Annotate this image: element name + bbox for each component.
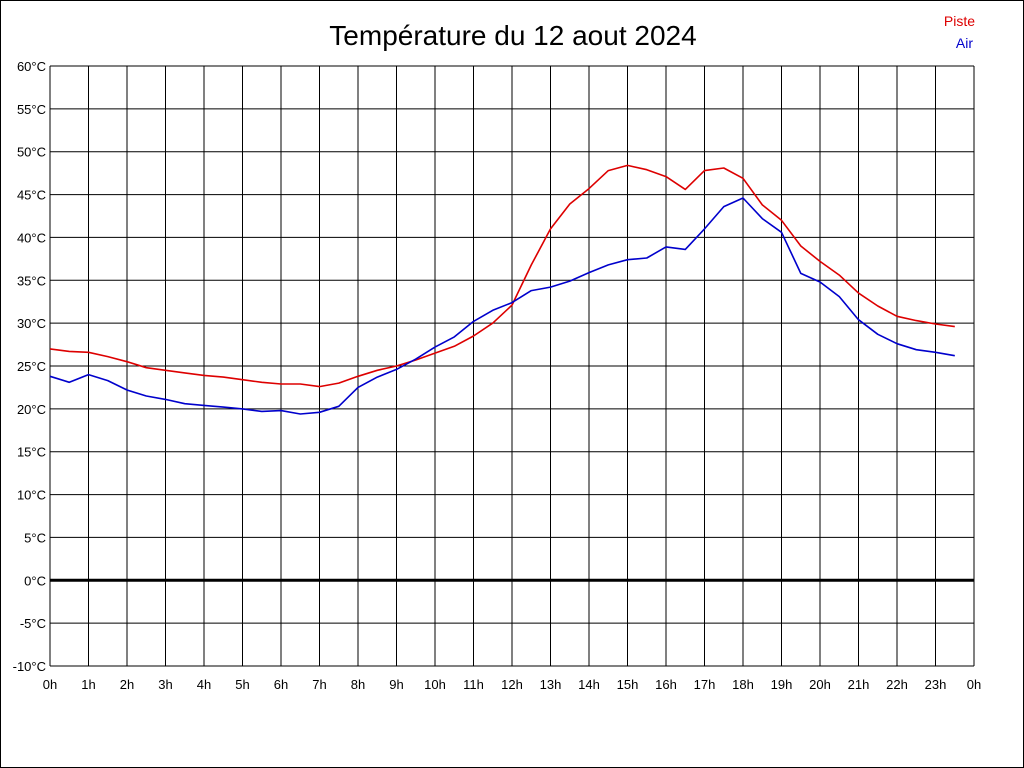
x-tick-label: 23h: [925, 677, 947, 692]
x-tick-label: 8h: [351, 677, 365, 692]
x-tick-label: 0h: [43, 677, 57, 692]
y-tick-label: -10°C: [13, 659, 46, 674]
y-tick-label: 30°C: [17, 316, 46, 331]
y-tick-label: 25°C: [17, 359, 46, 374]
x-tick-label: 16h: [655, 677, 677, 692]
x-tick-label: 14h: [578, 677, 600, 692]
y-axis-ticks: 60°C 55°C 50°C 45°C 40°C 35°C 30°C 25°C 20°C 15°C…: [13, 59, 46, 674]
x-tick-label: 12h: [501, 677, 523, 692]
y-tick-label: 15°C: [17, 445, 46, 460]
y-tick-label: 45°C: [17, 188, 46, 203]
x-tick-label: 11h: [463, 677, 484, 692]
y-tick-label: 20°C: [17, 402, 46, 417]
x-tick-label: 18h: [732, 677, 754, 692]
x-tick-label: 13h: [540, 677, 562, 692]
x-tick-label: 10h: [424, 677, 446, 692]
y-tick-label: 55°C: [17, 102, 46, 117]
x-tick-label: 17h: [694, 677, 716, 692]
x-tick-label: 19h: [771, 677, 793, 692]
x-tick-label: 9h: [389, 677, 403, 692]
y-tick-label: 5°C: [24, 530, 46, 545]
legend-piste: Piste: [944, 13, 975, 29]
series-line-air: [49, 197, 955, 415]
y-tick-label: 50°C: [17, 145, 46, 160]
x-tick-label: 0h: [967, 677, 981, 692]
x-tick-label: 21h: [848, 677, 870, 692]
grid: [49, 65, 975, 667]
series-line-piste: [49, 164, 955, 388]
y-tick-label: -5°C: [20, 616, 46, 631]
chart-title: Température du 12 aout 2024: [329, 20, 696, 51]
x-tick-label: 22h: [886, 677, 908, 692]
y-tick-label: 35°C: [17, 273, 46, 288]
x-tick-label: 4h: [197, 677, 211, 692]
x-tick-label: 20h: [809, 677, 831, 692]
x-tick-label: 3h: [158, 677, 172, 692]
x-tick-label: 7h: [312, 677, 326, 692]
y-tick-label: 10°C: [17, 488, 46, 503]
x-tick-label: 5h: [235, 677, 249, 692]
x-tick-label: 1h: [81, 677, 95, 692]
legend-air: Air: [956, 35, 973, 51]
x-tick-label: 15h: [617, 677, 639, 692]
x-tick-label: 6h: [274, 677, 288, 692]
x-tick-label: 2h: [120, 677, 134, 692]
y-tick-label: 40°C: [17, 230, 46, 245]
x-axis-ticks: 0h 1h 2h 3h 4h 5h 6h 7h 8h 9h 10h 11h 12h 13h 14h 15h 16…: [43, 677, 981, 692]
y-tick-label: 0°C: [24, 573, 46, 588]
y-tick-label: 60°C: [17, 59, 46, 74]
series-lines: [49, 164, 955, 415]
